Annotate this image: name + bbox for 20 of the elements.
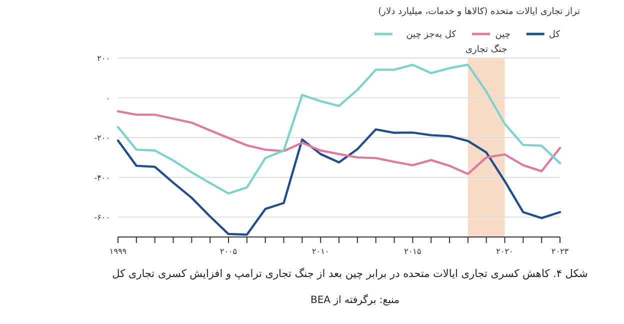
y-tick-label: -۶۰۰ — [94, 213, 110, 222]
x-tick-label: ۲۰۱۰ — [312, 247, 330, 256]
text: شکل ۴. کاهش کسری تجاری ایالات متحده در برابر چین بعد از جنگ تجاری ترامپ و افزایش کسری تجاری کل — [112, 267, 588, 280]
line-series — [116, 64, 562, 195]
x-tick-label: ۲۰۰۵ — [220, 247, 238, 256]
legend-label: کل به‌جز چین — [406, 30, 457, 40]
legend-label: چین — [495, 30, 510, 40]
y-tick-label: ۰ — [106, 94, 110, 103]
text: منبع: برگرفته از BEA — [310, 294, 400, 306]
x-tick-label: ۲۰۲۰ — [496, 247, 514, 256]
y-tick-label: ۲۰۰ — [97, 54, 110, 63]
y-tick-label: -۲۰۰ — [94, 134, 110, 143]
y-axis-title: تراز تجاری ایالات متحده (کالاها و خدمات، میلیارد دلار) — [378, 7, 580, 17]
x-tick-label: ۱۹۹۹ — [109, 247, 127, 256]
line-series — [116, 110, 562, 176]
legend-label: کل — [548, 30, 561, 40]
band-label: جنگ تجاری — [466, 43, 508, 55]
x-tick-label: ۲۰۱۵ — [404, 247, 422, 256]
y-tick-label: -۴۰۰ — [94, 173, 110, 182]
x-tick-label: ۲۰۲۳ — [551, 247, 570, 256]
